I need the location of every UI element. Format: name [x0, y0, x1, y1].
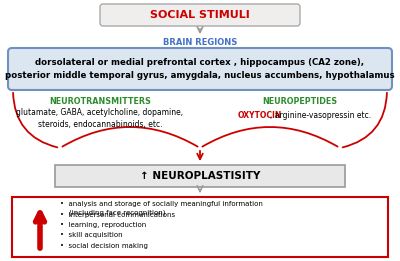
Text: glutamate, GABA, acetylcholine, dopamine,
steroids, endocannabinoids, etc.: glutamate, GABA, acetylcholine, dopamine…	[16, 108, 184, 129]
FancyBboxPatch shape	[8, 48, 392, 90]
Text: •  skill acquisition: • skill acquisition	[60, 233, 123, 239]
Text: dorsolateral or medial prefrontal cortex , hippocampus (CA2 zone),
posterior mid: dorsolateral or medial prefrontal cortex…	[5, 58, 395, 80]
Bar	[12, 197, 388, 257]
Text: •  interpersonal communications: • interpersonal communications	[60, 211, 175, 217]
Text: •  learning, reproduction: • learning, reproduction	[60, 222, 146, 228]
FancyArrowPatch shape	[343, 93, 387, 147]
FancyArrowPatch shape	[62, 127, 198, 147]
Text: ↑ NEUROPLASTISITY: ↑ NEUROPLASTISITY	[140, 171, 260, 181]
FancyBboxPatch shape	[100, 4, 300, 26]
FancyArrowPatch shape	[202, 127, 338, 147]
Text: •  social decision making: • social decision making	[60, 243, 148, 249]
Text: •  analysis and storage of socially meaningful information: • analysis and storage of socially meani…	[60, 201, 263, 207]
Text: NEUROPEPTIDES: NEUROPEPTIDES	[262, 97, 338, 106]
Bar	[55, 165, 345, 187]
FancyArrowPatch shape	[13, 93, 57, 147]
Text: BRAIN REGIONS: BRAIN REGIONS	[163, 38, 237, 47]
Text: (including face recognition): (including face recognition)	[60, 210, 166, 217]
Text: SOCIAL STIMULI: SOCIAL STIMULI	[150, 10, 250, 20]
Text: NEUROTRANSMITTERS: NEUROTRANSMITTERS	[49, 97, 151, 106]
Text: , arginine-vasopressin etc.: , arginine-vasopressin etc.	[270, 111, 371, 120]
Text: OXYTOCIN: OXYTOCIN	[238, 111, 282, 120]
